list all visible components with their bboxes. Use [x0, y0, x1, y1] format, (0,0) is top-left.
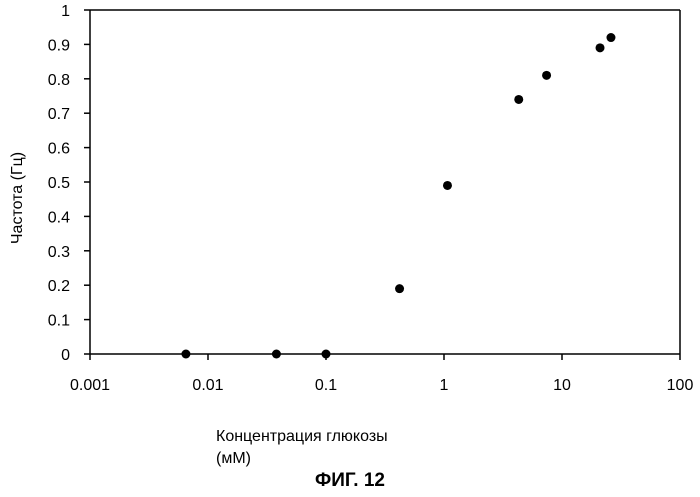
x-tick-label: 100 — [667, 377, 694, 394]
x-tick-label: 0.001 — [70, 377, 110, 394]
x-tick-label: 0.01 — [192, 377, 223, 394]
data-point — [272, 350, 281, 359]
y-tick-label: 0.5 — [48, 175, 70, 192]
x-tick-label: 1 — [440, 377, 449, 394]
data-point — [322, 350, 331, 359]
x-tick-label: 10 — [553, 377, 571, 394]
y-axis-ticks: 0 0.1 0.2 0.3 0.4 0.5 0.6 0.7 0.8 0.9 1 — [48, 3, 90, 364]
data-point — [596, 43, 605, 52]
y-tick-label: 0.4 — [48, 209, 70, 226]
y-tick-label: 0.1 — [48, 313, 70, 330]
data-points — [181, 33, 615, 358]
x-axis-label-line2: (мМ) — [216, 448, 388, 470]
data-point — [606, 33, 615, 42]
data-point — [181, 350, 190, 359]
y-tick-label: 0.3 — [48, 244, 70, 261]
x-axis-ticks: 0.001 0.01 0.1 1 10 100 — [70, 354, 693, 394]
y-axis-label: Частота (Гц) — [9, 152, 26, 244]
x-axis-label-line1: Концентрация глюкозы — [216, 426, 388, 448]
y-tick-label: 0.2 — [48, 278, 70, 295]
data-point — [542, 71, 551, 80]
data-point — [395, 284, 404, 293]
figure-caption: ФИГ. 12 — [0, 470, 700, 492]
y-tick-label: 0.7 — [48, 106, 70, 123]
plot-frame — [90, 10, 680, 354]
y-tick-label: 1 — [61, 3, 70, 20]
x-axis-label: Концентрация глюкозы (мМ) — [216, 426, 388, 470]
y-tick-label: 0.9 — [48, 37, 70, 54]
data-point — [514, 95, 523, 104]
y-tick-label: 0.8 — [48, 72, 70, 89]
x-tick-label: 0.1 — [315, 377, 337, 394]
y-tick-label: 0 — [61, 347, 70, 364]
data-point — [443, 181, 452, 190]
y-tick-label: 0.6 — [48, 141, 70, 158]
